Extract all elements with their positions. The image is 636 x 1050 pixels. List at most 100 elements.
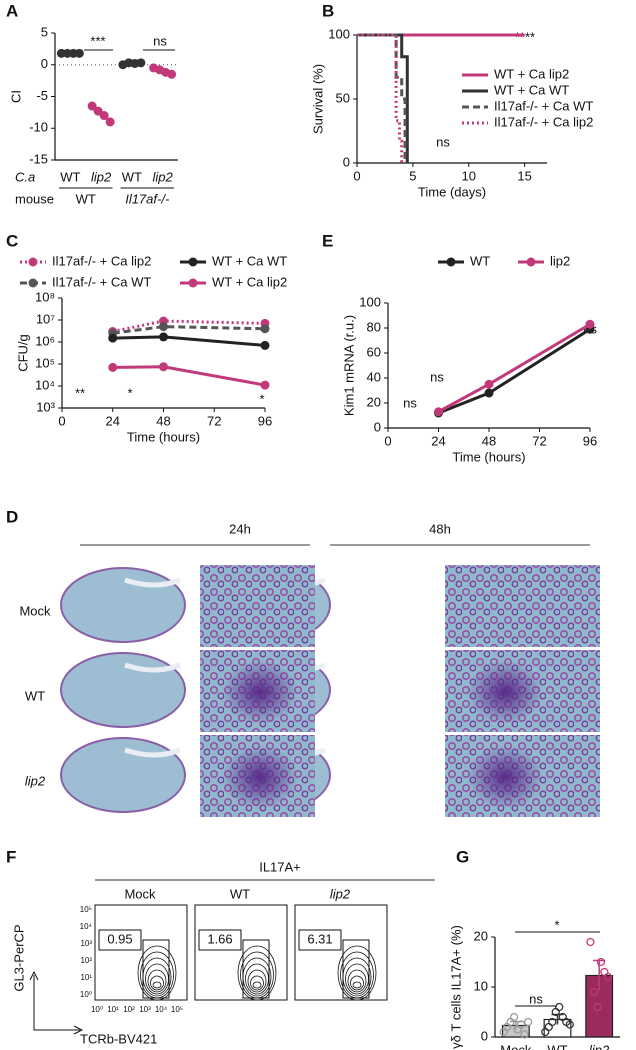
- legend-marker: [526, 257, 536, 267]
- y-tick-label: -5: [36, 88, 48, 103]
- data-point: [108, 362, 118, 372]
- series-line: [112, 365, 266, 387]
- legend-label: WT + Ca WT: [212, 253, 287, 268]
- data-point: [555, 1002, 564, 1012]
- annotation: ***: [90, 33, 105, 48]
- y-tick-label: -10: [29, 120, 48, 135]
- panel-letter: A: [6, 1, 18, 20]
- gate: [198, 929, 242, 951]
- contour: [337, 945, 377, 1001]
- flow-y-tick-label: 10²: [80, 956, 92, 965]
- contour: [137, 945, 177, 1001]
- x-tick-label: 96: [258, 413, 272, 428]
- lesion: [467, 660, 543, 724]
- flow-x-tick-label: 10³: [139, 1005, 151, 1014]
- lesion: [222, 745, 298, 809]
- contour: [152, 981, 162, 989]
- y-tick-label: 10⁵: [35, 355, 55, 370]
- contour: [145, 963, 169, 995]
- kidney-section: [60, 737, 186, 813]
- contour: [352, 981, 362, 989]
- y-tick-label: 10³: [36, 399, 55, 414]
- x-tick-label: 72: [532, 433, 546, 448]
- gate: [342, 939, 370, 999]
- flow-x-tick-label: 10⁵: [171, 1005, 183, 1014]
- annotation: ****: [515, 29, 535, 44]
- flow-plot-frame: [94, 904, 188, 1001]
- flow-y-label: GL3-PerCP: [11, 924, 26, 991]
- data-point: [159, 362, 168, 372]
- row-label: Mock: [19, 603, 51, 618]
- tissue-micrograph: [200, 565, 315, 647]
- flow-x-tick-label: 10⁴: [155, 1005, 168, 1014]
- category-row-label: C.a: [15, 169, 35, 184]
- contour: [250, 975, 264, 991]
- panel-letter: B: [322, 1, 334, 20]
- data-point: [87, 101, 97, 111]
- gate-value: 6.31: [307, 931, 332, 946]
- x-tick-label: 72: [207, 413, 221, 428]
- y-axis-label: γδ T cells IL17A+ (%): [448, 925, 463, 1049]
- row-label: lip2: [25, 773, 46, 788]
- x-tick-label: 15: [517, 168, 531, 183]
- category-label: WT: [60, 169, 80, 184]
- x-tick-label: 5: [409, 168, 416, 183]
- data-point: [589, 987, 599, 997]
- annotation: ns: [153, 33, 167, 48]
- gate: [242, 939, 270, 999]
- flow-y-tick-label: 10⁴: [80, 922, 93, 931]
- x-tick-label: 24: [106, 413, 120, 428]
- kidney-pelvis: [124, 577, 181, 588]
- kidney-section: [60, 652, 186, 728]
- tissue-micrograph: [445, 565, 600, 647]
- chart: 10³ 10⁴ 10⁵ 10⁶ 10⁷ 10⁸ 0 24 48 72 96 CFU/g Time (ho…: [15, 253, 287, 444]
- data-point: [167, 69, 177, 79]
- y-axis-label: Survival (%): [310, 64, 325, 134]
- survival-line: [357, 33, 409, 163]
- panel-letter: C: [6, 231, 18, 250]
- gate-value: 0.95: [107, 931, 132, 946]
- contour: [350, 975, 364, 991]
- category-label: lip2: [153, 169, 174, 184]
- x-tick-label: 48: [156, 413, 170, 428]
- annotation: ns: [529, 991, 543, 1006]
- lesion: [467, 745, 543, 809]
- chart: -15 -10 -5 0 5 CI *** ns WT lip2 WT lip2 C.a mouse WT I…: [8, 24, 178, 206]
- annotation: *: [127, 385, 132, 400]
- contour: [245, 963, 269, 995]
- data-point: [565, 1020, 574, 1029]
- legend-marker: [28, 278, 38, 288]
- data-point: [548, 1017, 557, 1027]
- contour: [347, 969, 367, 993]
- contour: [247, 969, 267, 993]
- legend-label: Il17af-/- + Ca lip2: [52, 253, 151, 268]
- legend-label: WT: [470, 253, 490, 268]
- column-label: 48h: [429, 521, 451, 536]
- annotation: ns: [403, 395, 417, 410]
- data-point: [586, 937, 595, 947]
- flow-y-tick-label: 10⁵: [80, 905, 92, 914]
- category-label: lip2: [589, 1042, 610, 1050]
- annotation: ns: [436, 134, 450, 149]
- chart: 0 20 40 60 80 100 0 24 48 72 96 Kim1 mRNA (r.u.) Tim…: [341, 253, 597, 464]
- y-axis-label: CFU/g: [15, 334, 30, 372]
- flow-plot-frame: [194, 904, 288, 1001]
- y-axis-label: Kim1 mRNA (r.u.): [341, 315, 356, 416]
- flow-plot-label: WT: [230, 886, 250, 901]
- contour: [252, 981, 262, 989]
- flow-x-label: TCRb-BV421: [80, 1031, 157, 1046]
- legend-marker: [28, 257, 38, 267]
- y-tick-label: 0: [41, 56, 48, 71]
- kidney-section: [60, 567, 186, 643]
- data-point: [600, 967, 609, 977]
- histology-images: [60, 565, 600, 817]
- y-tick-label: 20: [474, 928, 488, 943]
- data-point: [520, 1030, 529, 1039]
- chart: 0 50 100 0 5 10 15 Survival (%) Time (days) **** n…: [310, 26, 593, 199]
- survival-line: [357, 33, 404, 163]
- data-point: [593, 1002, 602, 1012]
- panel-letter: D: [6, 507, 18, 526]
- legend-label: Il17af-/- + Ca WT: [52, 274, 151, 289]
- series-line: [437, 322, 591, 414]
